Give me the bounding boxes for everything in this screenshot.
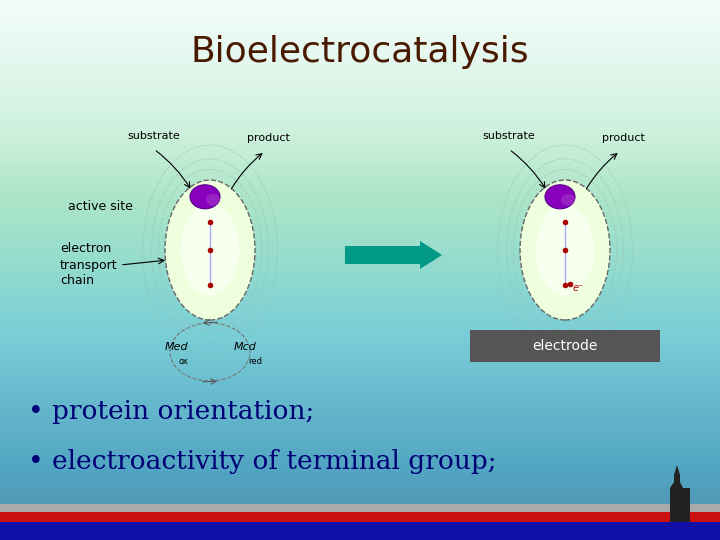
Bar xyxy=(0,454,720,464)
Bar xyxy=(0,11,720,22)
Bar xyxy=(0,522,720,540)
Ellipse shape xyxy=(536,205,594,295)
Text: product: product xyxy=(246,133,289,143)
Ellipse shape xyxy=(181,205,239,295)
Text: • electroactivity of terminal group;: • electroactivity of terminal group; xyxy=(28,449,497,475)
Bar xyxy=(0,518,720,529)
FancyArrow shape xyxy=(345,241,442,269)
Bar xyxy=(0,140,720,151)
Bar xyxy=(0,119,720,130)
Bar xyxy=(0,421,720,432)
Bar xyxy=(0,346,720,356)
Text: ox: ox xyxy=(178,357,188,366)
Bar xyxy=(0,205,720,216)
Bar xyxy=(0,43,720,54)
Bar xyxy=(0,270,720,281)
Bar xyxy=(0,216,720,227)
Ellipse shape xyxy=(545,185,575,209)
Bar xyxy=(0,292,720,302)
Text: substrate: substrate xyxy=(482,131,536,141)
Bar xyxy=(0,76,720,86)
Bar xyxy=(0,464,720,475)
Bar xyxy=(0,378,720,389)
Text: electron
transport
chain: electron transport chain xyxy=(60,242,117,287)
Bar xyxy=(0,227,720,238)
Bar xyxy=(0,504,720,512)
Bar xyxy=(0,508,720,518)
Bar xyxy=(0,54,720,65)
Ellipse shape xyxy=(190,185,220,209)
Ellipse shape xyxy=(206,194,220,206)
Bar xyxy=(0,130,720,140)
Bar xyxy=(0,238,720,248)
Ellipse shape xyxy=(165,180,255,320)
Ellipse shape xyxy=(561,194,575,206)
Bar xyxy=(0,86,720,97)
Bar xyxy=(0,486,720,497)
Bar xyxy=(0,302,720,313)
FancyBboxPatch shape xyxy=(470,330,660,362)
Bar xyxy=(0,162,720,173)
Bar xyxy=(0,400,720,410)
Text: Med: Med xyxy=(164,342,188,352)
Text: e⁻: e⁻ xyxy=(573,283,584,293)
Text: product: product xyxy=(602,133,644,143)
Bar xyxy=(0,313,720,324)
Text: substrate: substrate xyxy=(127,131,181,141)
Bar xyxy=(0,529,720,540)
Bar xyxy=(0,0,720,11)
Polygon shape xyxy=(670,465,690,522)
Bar xyxy=(0,497,720,508)
Bar xyxy=(0,65,720,76)
Text: active site: active site xyxy=(68,200,133,213)
Bar xyxy=(0,173,720,184)
Bar xyxy=(0,512,720,522)
Bar xyxy=(0,324,720,335)
Bar xyxy=(0,108,720,119)
Bar xyxy=(0,432,720,443)
Ellipse shape xyxy=(520,180,610,320)
Bar xyxy=(0,151,720,162)
Bar xyxy=(0,281,720,292)
Bar xyxy=(0,335,720,346)
Bar xyxy=(0,32,720,43)
Bar xyxy=(0,184,720,194)
Bar xyxy=(0,356,720,367)
Bar xyxy=(0,389,720,400)
Text: electrode: electrode xyxy=(532,339,598,353)
Bar xyxy=(0,248,720,259)
Bar xyxy=(0,367,720,378)
Text: • protein orientation;: • protein orientation; xyxy=(28,400,314,424)
Text: red: red xyxy=(248,357,262,366)
Bar xyxy=(0,443,720,454)
Text: Bioelectrocatalysis: Bioelectrocatalysis xyxy=(191,35,529,69)
Bar xyxy=(0,97,720,108)
Text: Mcd: Mcd xyxy=(234,342,257,352)
Bar xyxy=(0,410,720,421)
Bar xyxy=(0,22,720,32)
Bar xyxy=(0,259,720,270)
Bar xyxy=(0,194,720,205)
Bar xyxy=(0,475,720,486)
